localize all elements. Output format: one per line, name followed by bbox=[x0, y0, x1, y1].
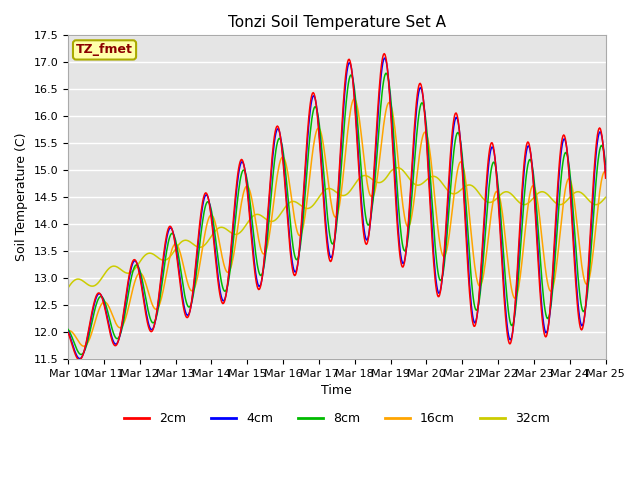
X-axis label: Time: Time bbox=[321, 384, 352, 397]
Text: TZ_fmet: TZ_fmet bbox=[76, 43, 133, 57]
Y-axis label: Soil Temperature (C): Soil Temperature (C) bbox=[15, 133, 28, 262]
Title: Tonzi Soil Temperature Set A: Tonzi Soil Temperature Set A bbox=[228, 15, 446, 30]
Legend: 2cm, 4cm, 8cm, 16cm, 32cm: 2cm, 4cm, 8cm, 16cm, 32cm bbox=[119, 407, 555, 430]
